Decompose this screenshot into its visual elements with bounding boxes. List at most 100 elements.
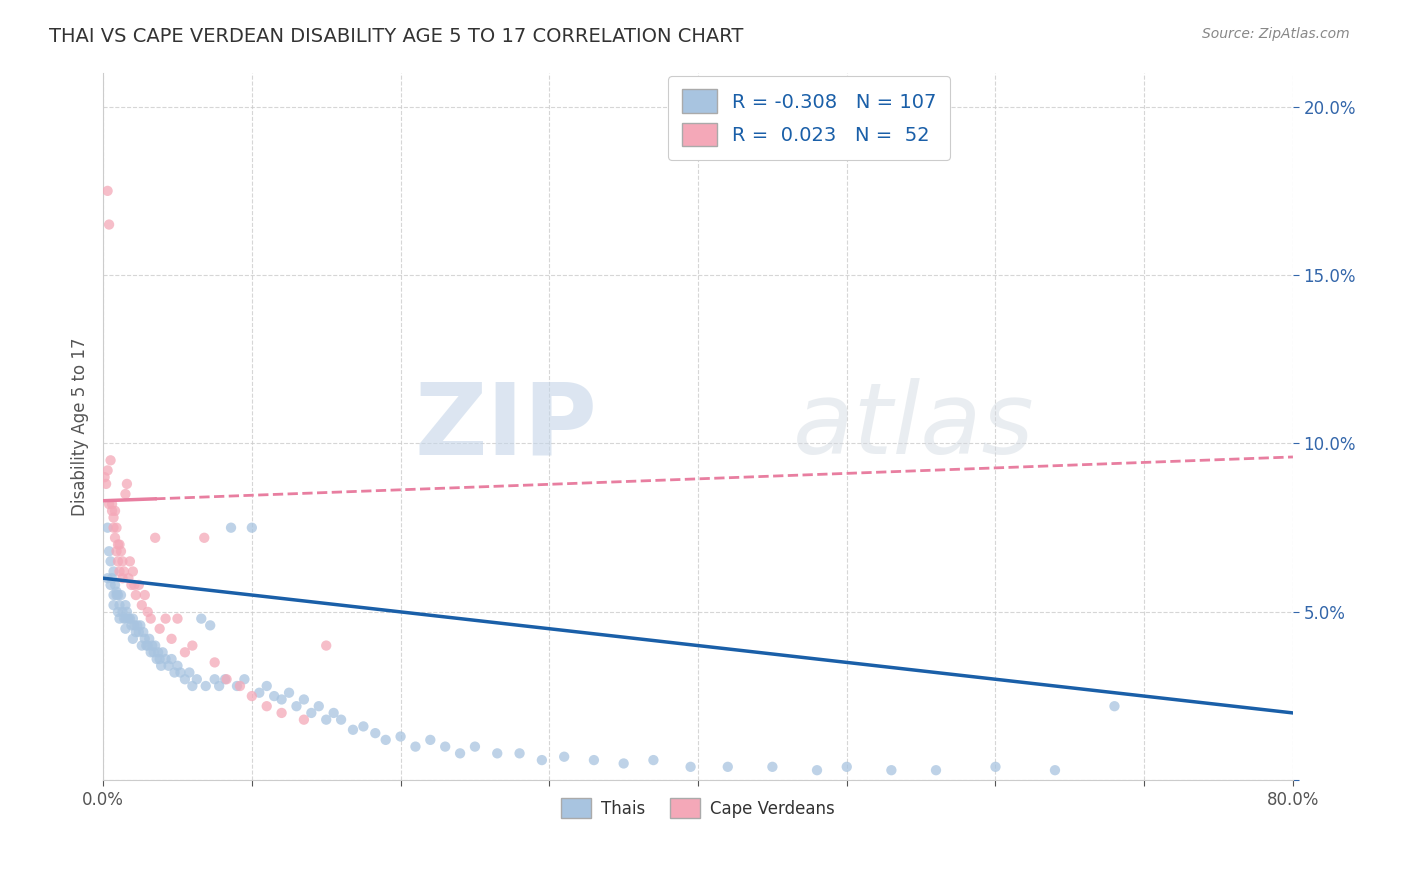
Point [98,218,121,232]
Point [146,645,169,659]
Point [98,544,121,558]
Point [139,645,162,659]
Point [215,672,238,686]
Point [100,578,122,592]
Point [270,706,292,720]
Point [98,497,121,511]
Point [1104,699,1126,714]
Point [105,584,128,599]
Point [717,760,740,774]
Point [110,544,132,558]
Point [181,639,204,653]
Point [93,470,115,484]
Point [226,679,249,693]
Point [204,656,226,670]
Point [352,719,374,733]
Point [342,723,364,737]
Point [285,699,308,714]
Point [166,612,188,626]
Point [553,749,575,764]
Point [117,571,139,585]
Point [160,632,183,646]
Point [108,612,131,626]
Point [107,588,129,602]
Point [530,753,553,767]
Point [193,531,215,545]
Text: Source: ZipAtlas.com: Source: ZipAtlas.com [1202,27,1350,41]
Point [984,760,1007,774]
Point [157,658,180,673]
Legend: Thais, Cape Verdeans: Thais, Cape Verdeans [554,791,842,825]
Point [111,571,134,585]
Point [103,588,125,602]
Point [103,598,125,612]
Point [100,453,122,467]
Point [94,476,117,491]
Point [613,756,636,771]
Point [194,679,217,693]
Point [97,463,120,477]
Point [163,665,186,680]
Point [104,578,127,592]
Point [125,625,148,640]
Point [112,565,135,579]
Point [152,645,174,659]
Point [127,618,149,632]
Point [160,652,183,666]
Point [256,679,278,693]
Point [120,618,142,632]
Point [128,578,150,592]
Point [118,554,141,568]
Point [107,554,129,568]
Point [835,760,858,774]
Point [117,612,139,626]
Point [419,732,441,747]
Point [464,739,486,754]
Point [111,554,134,568]
Point [292,713,315,727]
Point [122,565,145,579]
Point [122,632,145,646]
Point [174,645,197,659]
Point [108,565,131,579]
Point [115,476,138,491]
Point [149,622,172,636]
Point [186,672,208,686]
Point [169,665,191,680]
Point [299,706,322,720]
Point [128,625,150,640]
Point [118,612,141,626]
Point [97,571,120,585]
Point [104,531,127,545]
Point [486,747,509,761]
Point [880,763,903,777]
Point [1043,763,1066,777]
Point [107,605,129,619]
Point [139,612,162,626]
Point [132,625,155,640]
Point [150,658,173,673]
Point [219,521,242,535]
Point [125,588,148,602]
Point [105,521,128,535]
Point [208,679,231,693]
Point [103,565,125,579]
Point [181,679,204,693]
Point [200,618,222,632]
Point [136,639,159,653]
Point [315,713,337,727]
Point [322,706,344,720]
Point [761,760,783,774]
Point [292,692,315,706]
Point [136,605,159,619]
Point [100,554,122,568]
Point [108,598,131,612]
Point [330,713,353,727]
Point [108,537,131,551]
Point [142,645,165,659]
Point [509,747,531,761]
Point [101,571,124,585]
Point [124,618,146,632]
Point [374,732,396,747]
Point [107,537,129,551]
